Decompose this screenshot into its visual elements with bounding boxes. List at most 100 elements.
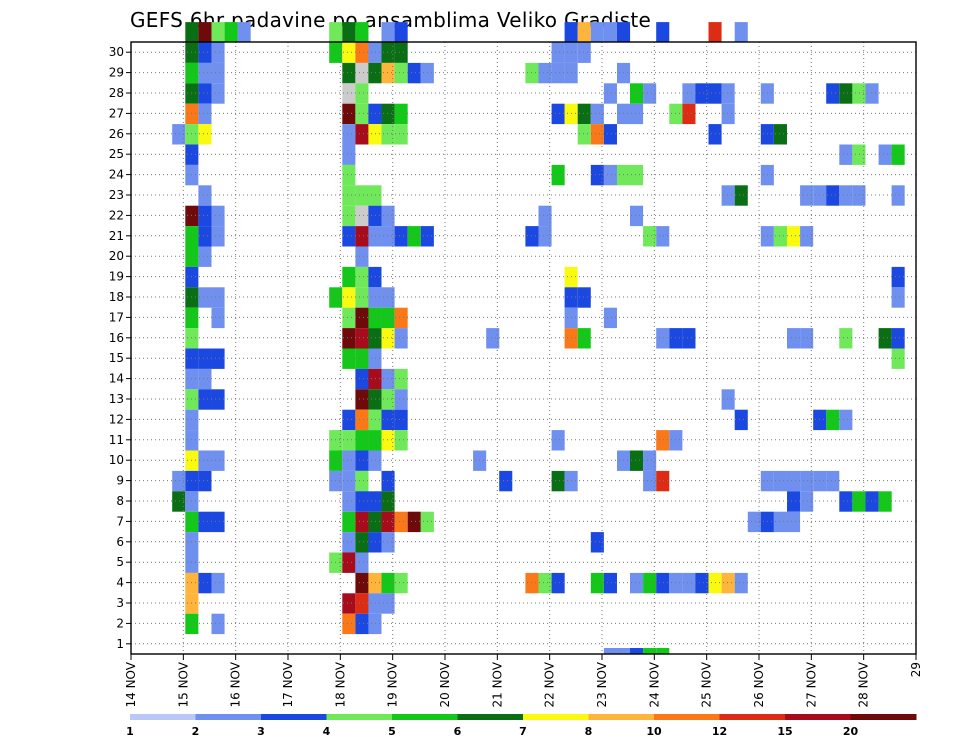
heatmap-cell: [185, 62, 199, 84]
heatmap-cell: [773, 470, 787, 492]
heatmap-cell: [355, 532, 369, 553]
heatmap-cell: [355, 389, 369, 410]
heatmap-cell: [577, 328, 591, 349]
heatmap-cell: [355, 287, 369, 308]
heatmap-cell: [211, 613, 225, 635]
heatmap-cell: [407, 511, 421, 533]
heatmap-cell: [708, 572, 722, 594]
heatmap-cell: [355, 409, 369, 431]
heatmap-cell: [551, 42, 565, 63]
heatmap-cell: [590, 103, 604, 125]
heatmap-cell: [891, 287, 905, 308]
heatmap-cell: [826, 409, 840, 431]
heatmap-cell: [577, 287, 591, 308]
heatmap-cell: [342, 491, 356, 512]
heatmap-cell: [839, 409, 853, 431]
heatmap-cell: [368, 205, 382, 227]
heatmap-cell: [617, 648, 631, 654]
heatmap-cell: [381, 205, 395, 227]
heatmap-cell: [787, 511, 801, 533]
heatmap-cell: [590, 22, 604, 43]
x-tick-label: 25 NOV: [700, 661, 714, 707]
heatmap-cell: [211, 42, 225, 63]
heatmap-cell: [656, 572, 670, 594]
y-tick-label: 25: [109, 147, 124, 161]
y-tick-label: 26: [109, 127, 124, 141]
heatmap-cell: [329, 22, 343, 43]
heatmap-cell: [198, 389, 212, 410]
heatmap-cell: [891, 266, 905, 288]
heatmap-cell: [643, 450, 657, 471]
heatmap-cell: [839, 491, 853, 512]
heatmap-cell: [198, 22, 212, 43]
heatmap-cell: [368, 328, 382, 349]
heatmap-cell: [198, 185, 212, 206]
heatmap-cell: [355, 450, 369, 471]
heatmap-cell: [355, 103, 369, 125]
legend-label: 20: [843, 725, 859, 738]
heatmap-cell: [656, 226, 670, 247]
heatmap-cell: [198, 226, 212, 247]
heatmap-cell: [394, 42, 408, 63]
heatmap-cell: [394, 511, 408, 533]
heatmap-cell: [368, 266, 382, 288]
heatmap-cell: [185, 572, 199, 594]
y-tick-label: 13: [109, 392, 124, 406]
heatmap-cell: [734, 22, 748, 43]
y-tick-label: 21: [109, 229, 124, 243]
heatmap-cell: [368, 368, 382, 390]
heatmap-cell: [407, 62, 421, 84]
heatmap-cell: [695, 83, 709, 104]
heatmap-cell: [394, 389, 408, 410]
heatmap-cell: [603, 164, 617, 186]
heatmap-cell: [198, 205, 212, 227]
heatmap-cell: [826, 83, 840, 104]
heatmap-cell: [342, 124, 356, 145]
heatmap-cell: [630, 205, 644, 227]
heatmap-cell: [643, 83, 657, 104]
x-tick-label: 19 NOV: [386, 661, 400, 707]
heatmap-cell: [839, 83, 853, 104]
heatmap-cell: [603, 307, 617, 329]
heatmap-cell: [342, 226, 356, 247]
x-tick-label: 26 NOV: [752, 661, 766, 707]
y-tick-label: 27: [109, 106, 124, 120]
heatmap-cell: [342, 613, 356, 635]
heatmap-cell: [355, 42, 369, 63]
heatmap-cell: [721, 389, 735, 410]
heatmap-cell: [368, 593, 382, 614]
y-tick-label: 4: [116, 576, 124, 590]
heatmap-cell: [839, 328, 853, 349]
heatmap-cell: [551, 164, 565, 186]
heatmap-cell: [211, 205, 225, 227]
heatmap-cell: [198, 42, 212, 63]
heatmap-cell: [551, 103, 565, 125]
heatmap-cell: [381, 532, 395, 553]
heatmap-cell: [813, 409, 827, 431]
heatmap-cell: [381, 287, 395, 308]
heatmap-cell: [355, 22, 369, 43]
heatmap-cell: [643, 648, 657, 654]
heatmap-cell: [878, 144, 892, 165]
y-tick-label: 10: [109, 453, 124, 467]
x-tick-label: 14 NOV: [124, 661, 138, 707]
legend-swatch: [850, 714, 917, 720]
heatmap-cell: [381, 572, 395, 594]
heatmap-cell: [800, 328, 814, 349]
heatmap-cell: [355, 470, 369, 492]
x-tick-label: 16 NOV: [229, 661, 243, 707]
heatmap-cell: [355, 246, 369, 267]
y-tick-label: 9: [116, 474, 124, 488]
heatmap-cell: [603, 648, 617, 654]
heatmap-cell: [852, 144, 866, 165]
x-axis-ticks: 14 NOV 15 NOV 16 NOV 17 NOV 18 NOV 19 NOV 20 N…: [124, 654, 923, 708]
heatmap-cell: [577, 42, 591, 63]
heatmap-cell: [368, 348, 382, 369]
heatmap-cell: [381, 103, 395, 125]
heatmap-cell: [368, 62, 382, 84]
heatmap-cell: [185, 307, 199, 329]
heatmap-cell: [721, 83, 735, 104]
heatmap-cell: [198, 246, 212, 267]
y-tick-label: 20: [109, 249, 124, 263]
heatmap-cell: [643, 226, 657, 247]
